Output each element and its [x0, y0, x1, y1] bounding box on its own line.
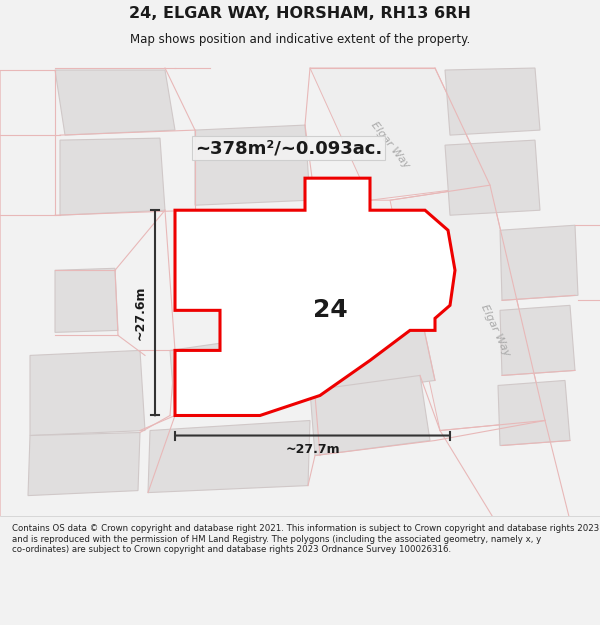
Polygon shape	[498, 381, 570, 446]
Polygon shape	[170, 331, 320, 416]
Polygon shape	[310, 376, 430, 456]
Text: ~27.6m: ~27.6m	[134, 286, 147, 340]
Polygon shape	[148, 421, 310, 492]
Polygon shape	[28, 432, 140, 496]
Text: 24, ELGAR WAY, HORSHAM, RH13 6RH: 24, ELGAR WAY, HORSHAM, RH13 6RH	[129, 6, 471, 21]
Polygon shape	[390, 185, 545, 431]
Polygon shape	[445, 68, 540, 135]
Polygon shape	[445, 140, 540, 215]
Text: 24: 24	[313, 298, 347, 322]
Polygon shape	[310, 68, 490, 200]
Polygon shape	[315, 311, 435, 396]
Text: ~27.7m: ~27.7m	[285, 443, 340, 456]
Polygon shape	[30, 351, 145, 436]
Polygon shape	[500, 225, 578, 301]
Polygon shape	[60, 138, 165, 215]
Polygon shape	[500, 306, 575, 376]
Text: Elgar Way: Elgar Way	[479, 303, 511, 358]
Polygon shape	[195, 125, 310, 205]
Text: Elgar Way: Elgar Way	[369, 120, 411, 171]
Polygon shape	[55, 70, 175, 135]
Text: ~378m²/~0.093ac.: ~378m²/~0.093ac.	[195, 139, 382, 157]
Polygon shape	[175, 178, 455, 416]
Polygon shape	[55, 268, 118, 332]
Text: Map shows position and indicative extent of the property.: Map shows position and indicative extent…	[130, 33, 470, 46]
Text: Contains OS data © Crown copyright and database right 2021. This information is : Contains OS data © Crown copyright and d…	[12, 524, 599, 554]
